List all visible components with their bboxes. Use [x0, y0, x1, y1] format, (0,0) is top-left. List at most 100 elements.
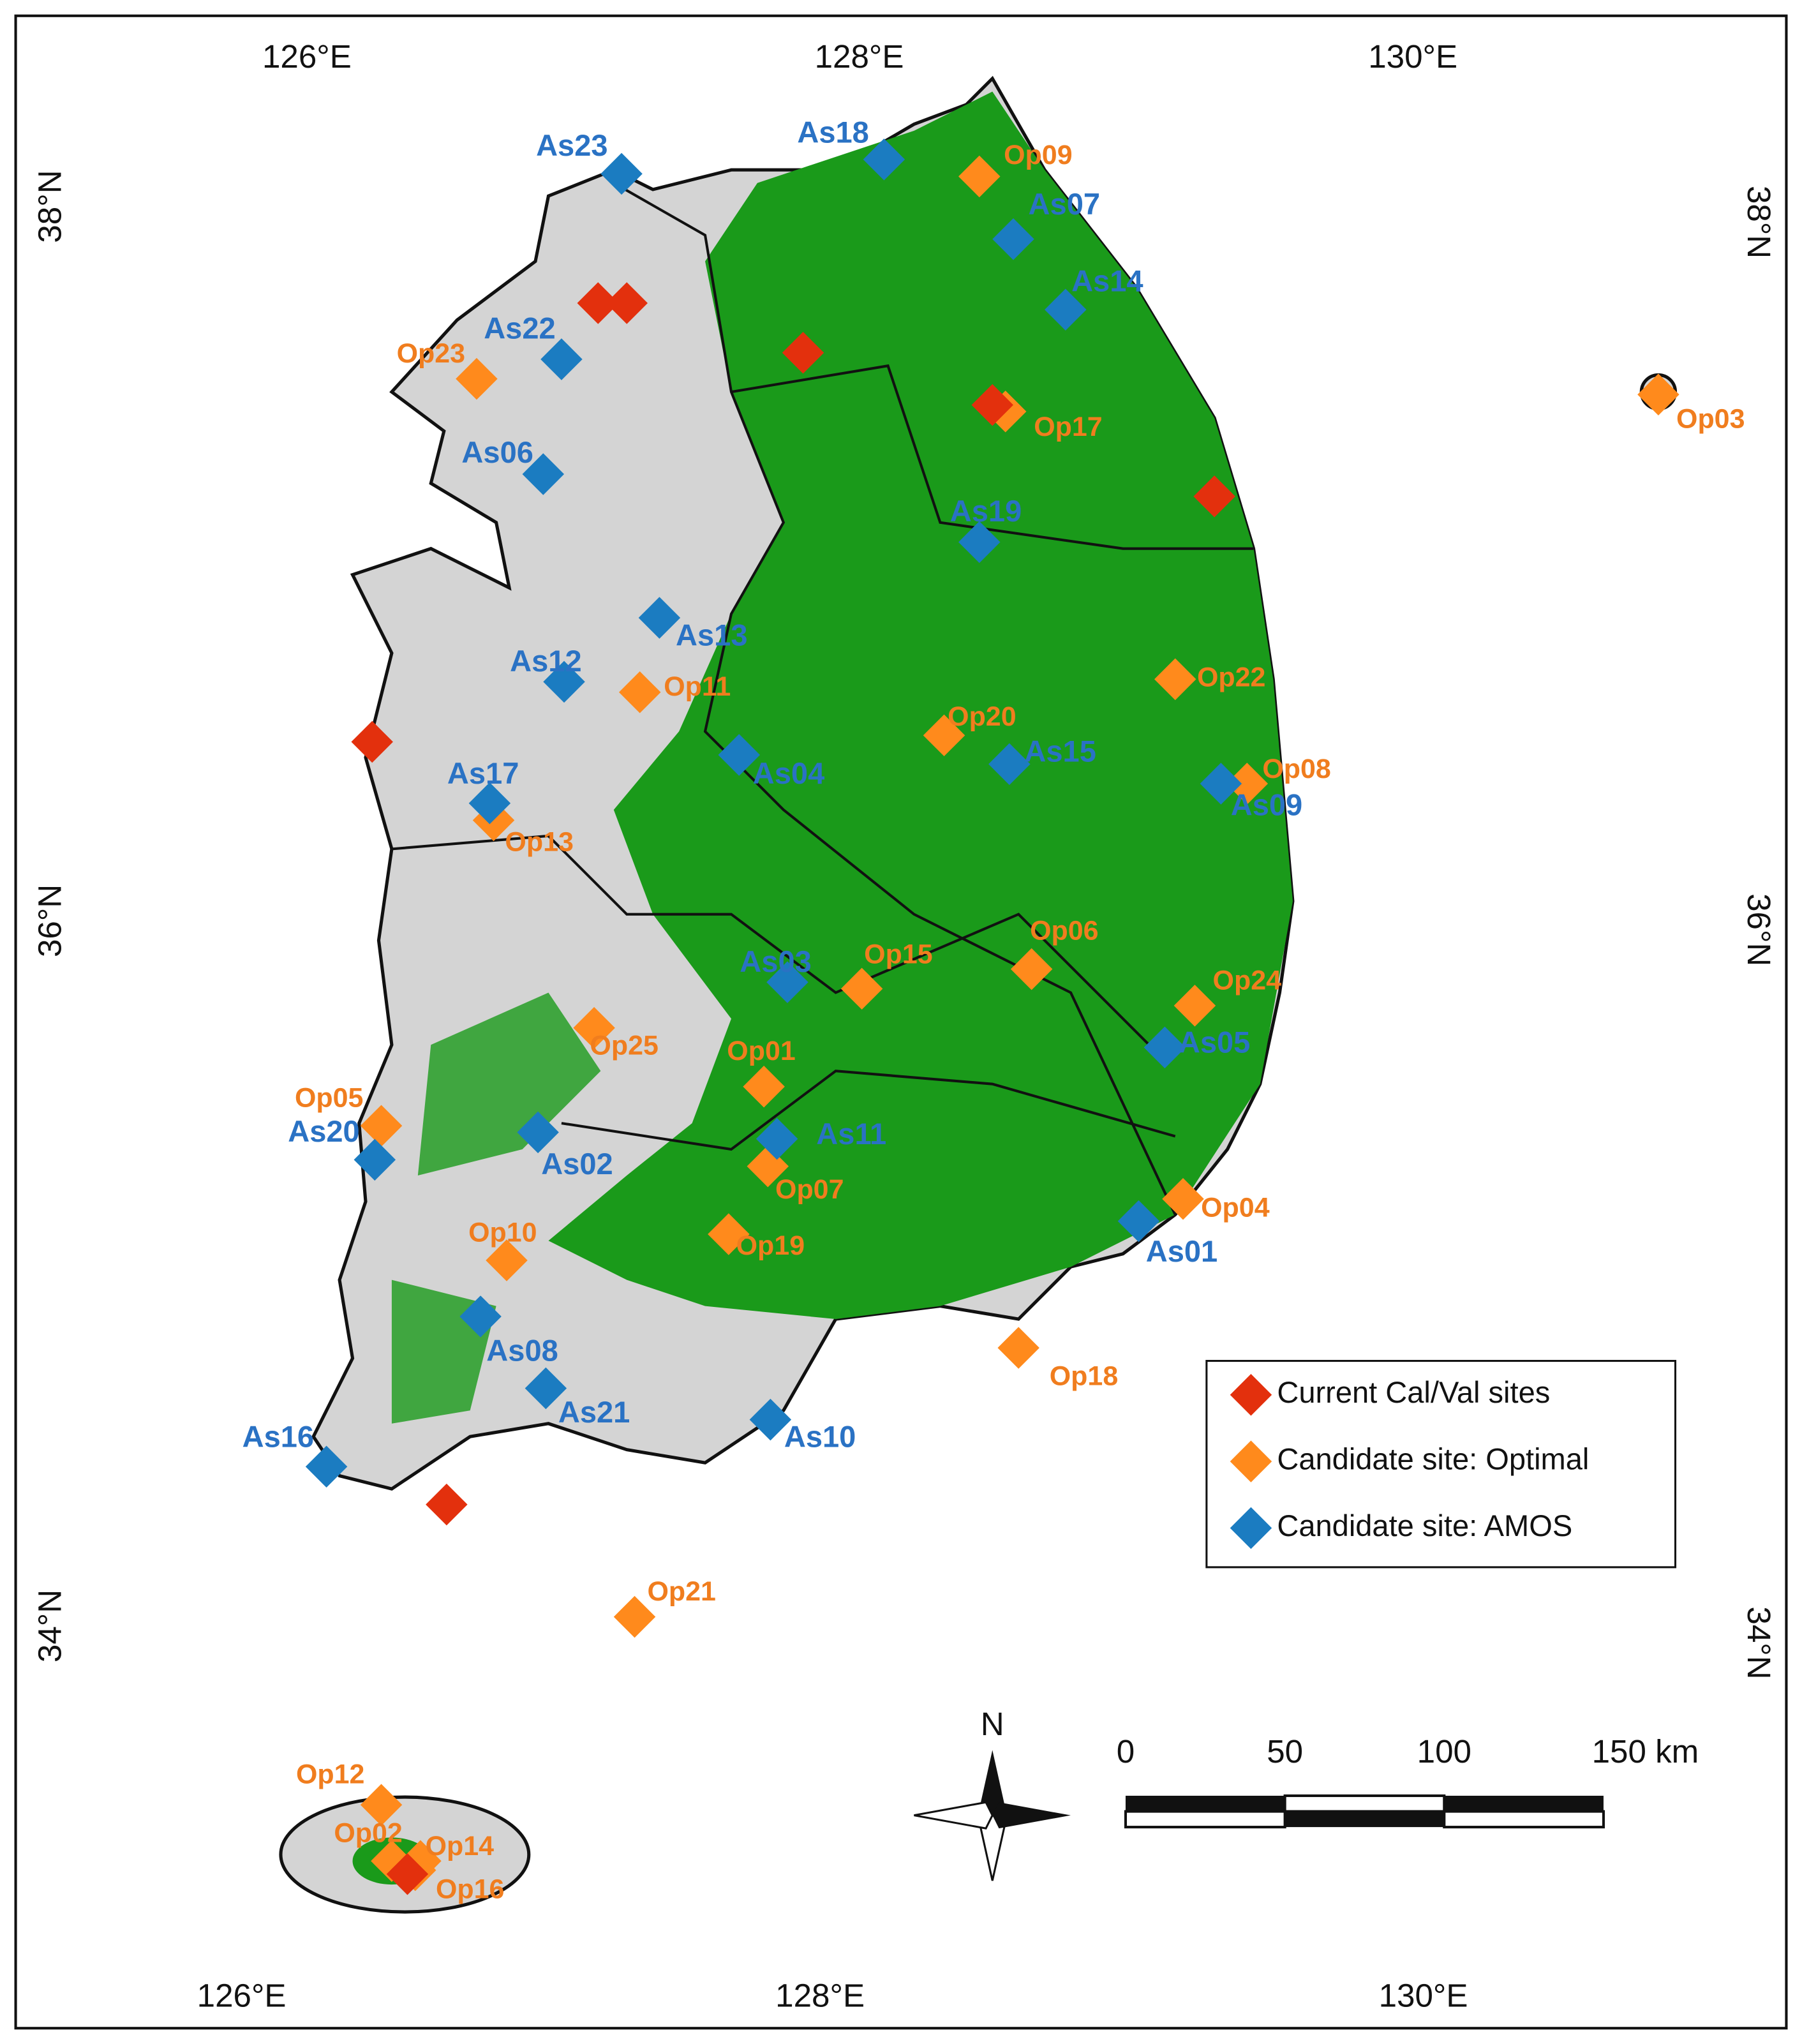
- optimal-site-marker: [1154, 658, 1196, 701]
- amos-site-label: As22: [484, 311, 555, 345]
- optimal-site-label: Op18: [1050, 1361, 1118, 1391]
- amos-site-label: As23: [536, 128, 607, 162]
- optimal-site-label: Op12: [296, 1759, 364, 1790]
- top-axis-label: 128°E: [815, 38, 904, 75]
- amos-site-marker: [756, 1117, 798, 1160]
- optimal-site-label: Op09: [1004, 140, 1072, 170]
- optimal-site-label: Op25: [590, 1031, 658, 1061]
- amos-site-label: As18: [797, 115, 868, 149]
- amos-site-label: As06: [461, 435, 533, 469]
- amos-site-marker: [459, 1295, 502, 1338]
- optimal-site-label: Op04: [1201, 1192, 1270, 1223]
- north-label: N: [981, 1706, 1004, 1742]
- amos-site-marker: [1045, 288, 1087, 331]
- forest-area: [391, 992, 601, 1424]
- scale-label: 100: [1417, 1733, 1471, 1770]
- optimal-site-marker: [360, 1784, 403, 1826]
- amos-site-marker: [863, 138, 905, 181]
- legend-label: Candidate site: AMOS: [1277, 1509, 1572, 1542]
- amos-site-label: As03: [740, 944, 811, 978]
- optimal-site-label: Op14: [426, 1831, 495, 1861]
- amos-site-label: As16: [242, 1420, 314, 1454]
- optimal-site-marker: [618, 671, 661, 713]
- optimal-site-label: Op01: [727, 1036, 795, 1066]
- current-site-marker: [386, 1853, 429, 1895]
- amos-site-label: As04: [753, 756, 824, 790]
- top-axis-label: 126°E: [262, 38, 352, 75]
- optimal-site-marker: [360, 1105, 403, 1147]
- amos-site-marker: [522, 453, 565, 495]
- optimal-site-marker: [613, 1595, 656, 1638]
- scale-label: 50: [1267, 1733, 1303, 1770]
- north-arrow: [914, 1750, 1071, 1881]
- amos-site-label: As05: [1179, 1026, 1250, 1059]
- left-axis-label: 36°N: [31, 884, 68, 957]
- amos-site-marker: [305, 1445, 348, 1488]
- amos-site-label: As19: [950, 494, 1022, 528]
- province-border: [391, 181, 1254, 1216]
- amos-site-marker: [1143, 1026, 1186, 1069]
- optimal-site-label: Op08: [1262, 754, 1330, 784]
- amos-site-label: As01: [1146, 1234, 1217, 1268]
- scale-label: 0: [1117, 1733, 1135, 1770]
- current-site-marker: [1193, 475, 1235, 518]
- amos-site-marker: [525, 1367, 567, 1410]
- optimal-site-label: Op22: [1197, 662, 1265, 693]
- optimal-site-marker: [1226, 763, 1269, 805]
- top-axis-label: 130°E: [1368, 38, 1457, 75]
- legend-label: Current Cal/Val sites: [1277, 1375, 1550, 1409]
- amos-site-label: As08: [486, 1334, 558, 1368]
- amos-site-marker: [1117, 1200, 1160, 1242]
- bottom-axis-label: 130°E: [1379, 1978, 1468, 2014]
- amos-site-marker: [543, 660, 585, 703]
- optimal-site-marker: [1173, 985, 1216, 1027]
- bottom-axis-label: 126°E: [197, 1978, 287, 2014]
- current-site-marker: [577, 282, 619, 324]
- optimal-site-label: Op15: [864, 939, 932, 970]
- optimal-site-label: Op05: [295, 1083, 363, 1114]
- amos-site-label: As20: [288, 1114, 359, 1148]
- optimal-site-label: Op13: [505, 827, 573, 858]
- amos-site-label: As14: [1071, 264, 1143, 298]
- amos-site-marker: [517, 1111, 559, 1154]
- optimal-site-label: Op06: [1030, 916, 1098, 946]
- optimal-site-label: Op21: [647, 1576, 715, 1607]
- scale-label: 150 km: [1592, 1733, 1699, 1770]
- optimal-site-label: Op23: [397, 338, 465, 369]
- amos-site-marker: [540, 338, 583, 380]
- amos-site-label: As10: [784, 1420, 856, 1454]
- amos-site-label: As09: [1231, 787, 1302, 821]
- scale-bar: [1124, 1794, 1605, 1829]
- amos-site-marker: [600, 153, 643, 195]
- legend-marker: [1230, 1507, 1272, 1549]
- optimal-site-label: Op07: [775, 1174, 844, 1205]
- optimal-site-label: Op19: [736, 1230, 805, 1261]
- amos-site-label: As12: [510, 644, 581, 678]
- right-axis-label: 34°N: [1741, 1606, 1777, 1679]
- optimal-site-marker: [997, 1327, 1039, 1369]
- amos-site-marker: [468, 782, 511, 824]
- optimal-site-marker: [1162, 1178, 1204, 1220]
- optimal-site-label: Op24: [1213, 965, 1282, 996]
- amos-site-label: As11: [816, 1117, 886, 1151]
- amos-site-label: As15: [1024, 734, 1096, 768]
- left-axis-label: 34°N: [31, 1590, 68, 1662]
- amos-site-marker: [992, 218, 1034, 260]
- legend-label: Candidate site: Optimal: [1277, 1442, 1589, 1476]
- optimal-site-label: Op03: [1676, 403, 1745, 434]
- left-axis-label: 38°N: [31, 170, 68, 242]
- current-site-marker: [971, 384, 1013, 426]
- amos-site-marker: [766, 961, 808, 1003]
- current-site-marker: [606, 282, 648, 324]
- optimal-site-label: Op16: [436, 1874, 504, 1905]
- current-site-marker: [426, 1483, 468, 1526]
- amos-site-label: As02: [541, 1147, 613, 1181]
- legend-marker: [1230, 1440, 1272, 1482]
- optimal-site-label: Op17: [1034, 412, 1102, 442]
- optimal-site-marker: [708, 1213, 750, 1255]
- amos-site-label: As13: [676, 618, 747, 652]
- optimal-site-label: Op20: [948, 701, 1016, 732]
- current-site-marker: [351, 720, 393, 763]
